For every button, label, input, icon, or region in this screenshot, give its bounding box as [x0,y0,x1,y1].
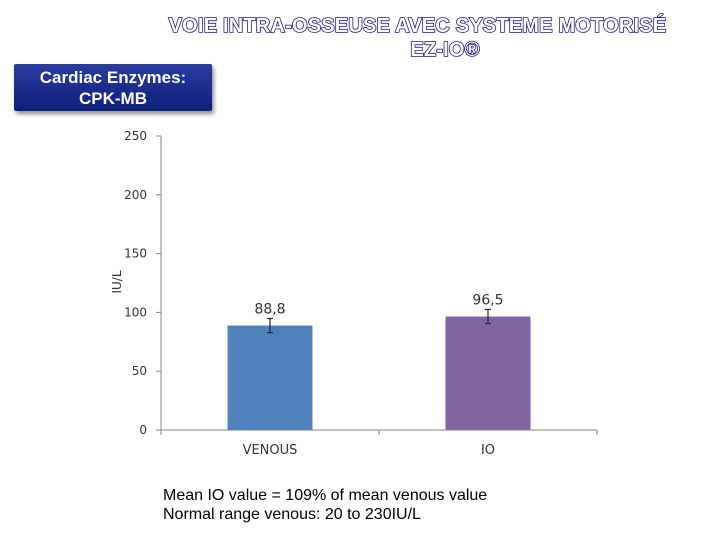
chart-bars: 88,8 VENOUS 96,5 IO [227,292,531,458]
y-axis-label: IU/L [110,270,124,293]
topic-badge: Cardiac Enzymes: CPK-MB [14,64,212,111]
slide-title-line1: VOIE INTRA-OSSEUSE AVEC SYSTEME MOTORISÉ [168,14,667,38]
slide-title-line2: EZ-IO® [410,38,481,62]
bar-venous [227,325,313,430]
data-label: 88,8 [254,302,285,318]
badge-line1: Cardiac Enzymes: [39,68,187,87]
x-category-label: IO [481,443,495,458]
data-label: 96,5 [472,292,503,308]
y-tick-label: 250 [124,129,147,143]
y-tick-label: 0 [139,423,147,437]
footnote: Mean IO value = 109% of mean venous valu… [163,486,487,524]
badge-line2: CPK-MB [79,89,147,108]
y-tick-label: 50 [132,364,147,378]
footnote-line2: Normal range venous: 20 to 230IU/L [163,506,421,523]
y-tick-label: 200 [124,188,147,202]
y-tick-label: 150 [124,247,147,261]
bar-io [445,316,531,430]
slide-title: VOIE INTRA-OSSEUSE AVEC SYSTEME MOTORISÉ… [150,14,685,62]
footnote-line1: Mean IO value = 109% of mean venous valu… [163,487,488,504]
y-tick-label: 100 [124,305,147,319]
x-category-label: VENOUS [243,443,298,458]
